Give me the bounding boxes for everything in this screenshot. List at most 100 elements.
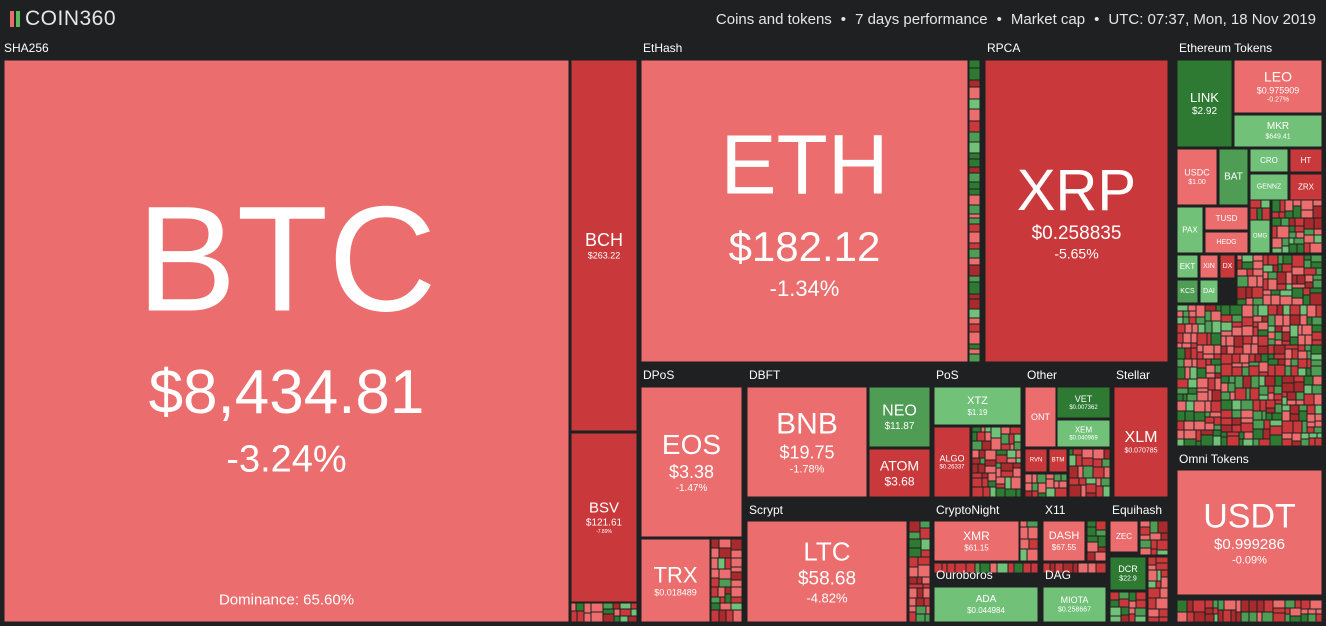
mini-tile (988, 481, 996, 487)
mini-tile (1177, 305, 1188, 311)
mini-tile (996, 468, 1001, 477)
mini-tile (985, 427, 991, 432)
coin-tile (933, 586, 1039, 623)
mini-tile (1214, 425, 1221, 430)
mini-tile (990, 563, 997, 573)
mini-tile (1310, 243, 1322, 253)
mini-tile (996, 450, 1007, 455)
mini-tile (731, 572, 742, 580)
mini-tile (711, 610, 719, 622)
mini-tile (1135, 616, 1146, 622)
mini-tile (1312, 317, 1322, 325)
mini-tile (1296, 392, 1304, 400)
mini-tile (1263, 295, 1271, 305)
mini-tile (1037, 474, 1046, 483)
mini-tile (1140, 540, 1151, 548)
mini-tile (1292, 288, 1303, 298)
mini-tile (969, 282, 980, 294)
mini-tile (1001, 471, 1013, 477)
mini-tile (1232, 327, 1242, 336)
group-label: DAG (1045, 568, 1071, 582)
mini-tile (1308, 609, 1316, 614)
mini-tile (969, 324, 980, 332)
mini-tile (1187, 394, 1197, 401)
mini-tile (1298, 345, 1305, 351)
mini-tile (1029, 539, 1038, 549)
mini-tile (1263, 265, 1273, 272)
mini-tile (1309, 438, 1315, 446)
mini-tile (731, 580, 742, 587)
mini-tile (1299, 405, 1307, 411)
mini-tile (1285, 600, 1295, 608)
mini-tile (1268, 386, 1274, 393)
mini-tile (1211, 401, 1221, 412)
mini-tile (996, 477, 1005, 484)
mini-tile (1241, 600, 1249, 612)
coin-price: $67.55 (1052, 543, 1077, 552)
mini-tile (1282, 392, 1287, 397)
mini-tile (1300, 315, 1307, 325)
coin-name: XEM (1075, 425, 1093, 434)
mini-tile (909, 612, 916, 622)
filter[interactable]: UTC: 07:37, Mon, 18 Nov 2019 (1108, 10, 1316, 28)
mini-tile (1307, 405, 1315, 414)
mini-tile (1221, 400, 1232, 410)
coin-price: $263.22 (588, 251, 621, 261)
mini-tile (1232, 425, 1241, 432)
filter[interactable]: 7 days performance (855, 10, 988, 28)
mini-tile (1221, 437, 1227, 446)
mini-tile (920, 528, 930, 539)
filter[interactable]: Coins and tokens (715, 10, 832, 28)
mini-tile (923, 588, 930, 598)
mini-tile (1304, 394, 1314, 405)
mini-tile (1189, 317, 1196, 324)
mini-tile (1211, 333, 1221, 345)
coin-tile (1042, 586, 1107, 623)
mini-tile (1078, 466, 1083, 478)
mini-tile (982, 441, 991, 450)
coin-name: HEDG (1216, 239, 1236, 246)
mini-tile (1103, 486, 1110, 497)
mini-tile (1156, 563, 1168, 570)
mini-tile (1262, 208, 1270, 220)
mini-tile (1081, 485, 1086, 497)
mini-tile (1253, 411, 1262, 420)
mini-tile (1119, 599, 1129, 607)
mini-tile (1263, 290, 1271, 295)
mini-tile (972, 464, 978, 473)
mini-tile (1277, 284, 1286, 290)
mini-tile (1096, 486, 1103, 497)
coin-change: -1.34% (770, 276, 840, 301)
mini-tile (1221, 331, 1232, 336)
mini-tile (1211, 311, 1221, 321)
mini-tile (1246, 298, 1253, 305)
mini-tile (719, 610, 726, 622)
mini-tile (1258, 305, 1268, 316)
mini-tile (1197, 359, 1206, 368)
mini-tile (1160, 588, 1168, 598)
mini-tile (1266, 400, 1275, 408)
mini-tile (1282, 238, 1289, 246)
mini-tile (1148, 557, 1156, 565)
mini-tile (731, 603, 742, 610)
coin-price: $0.044984 (967, 606, 1005, 615)
mini-tile (1020, 549, 1027, 561)
mini-tile (1046, 474, 1054, 479)
mini-tile (1273, 608, 1285, 613)
mini-tile (1177, 348, 1185, 359)
mini-tile (591, 603, 603, 612)
mini-tile (1242, 262, 1253, 269)
mini-tile (1226, 336, 1234, 346)
mini-tile (1213, 600, 1218, 608)
mini-tile (1253, 255, 1263, 261)
mini-tile (909, 557, 918, 567)
mini-tile (1187, 612, 1194, 622)
mini-tile (1214, 614, 1218, 622)
coin-tile (1024, 448, 1048, 473)
mini-tile (1193, 600, 1205, 612)
mini-tile (726, 610, 733, 622)
mini-tile (1272, 413, 1282, 420)
mini-tile (1304, 218, 1314, 229)
filter[interactable]: Market cap (1010, 10, 1086, 28)
coin-tile (1289, 148, 1323, 173)
